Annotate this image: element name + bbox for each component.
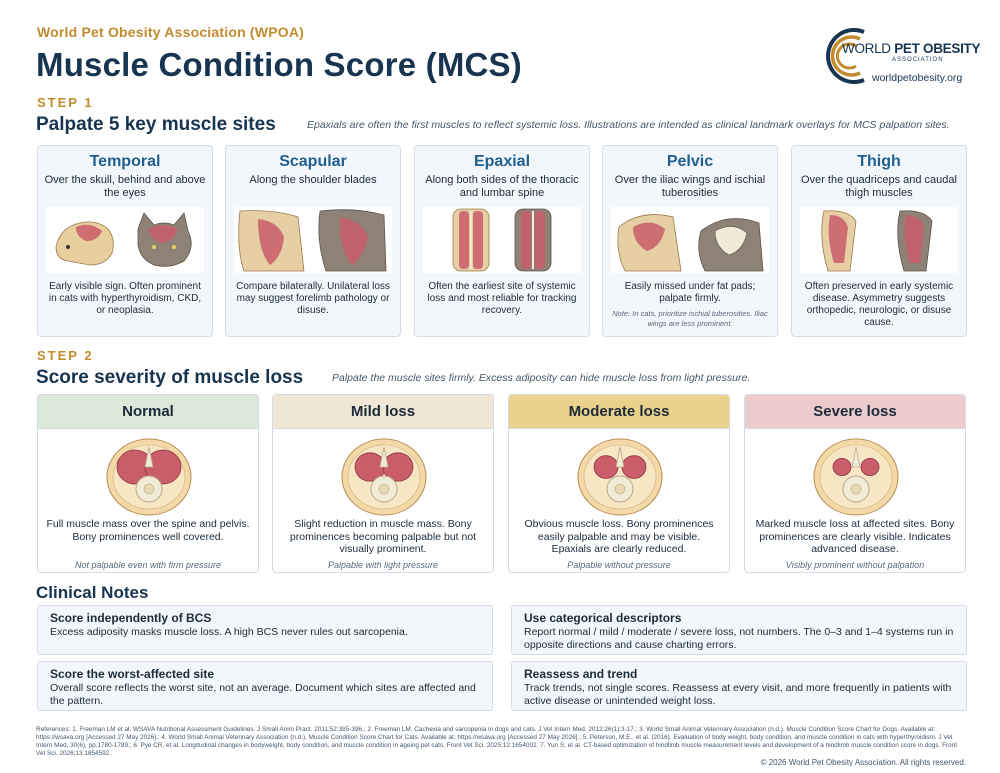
severity-description: Full muscle mass over the spine and pelv… (46, 518, 250, 543)
severity-card-normal: Normal Full muscle mass over the spine a… (37, 394, 259, 573)
site-footnote: Early visible sign. Often prominent in c… (48, 281, 202, 316)
site-name: Temporal (89, 153, 161, 170)
severity-header: Moderate loss (509, 395, 729, 429)
site-description: Over the iliac wings and ischial tuberos… (614, 174, 766, 199)
left-epaxial-muscle (832, 457, 852, 477)
severity-description: Obvious muscle loss. Bony prominences ea… (524, 518, 714, 555)
step-1-heading: Palpate 5 key muscle sites (36, 114, 276, 135)
right-epaxial-muscle (621, 455, 647, 479)
note-body: Report normal / mild / moderate / severe… (524, 626, 954, 651)
logo-url-link[interactable]: worldpetobesity.org (872, 72, 963, 84)
logo-wordmark: WORLD PET OBESITY (842, 41, 981, 56)
severity-header: Severe loss (745, 395, 965, 429)
site-small-note: Note: In cats, prioritize ischial tubero… (612, 309, 768, 328)
note-card: Use categorical descriptors Report norma… (511, 605, 967, 655)
site-footnote: Often the earliest site of systemic loss… (427, 281, 577, 316)
scapular-illustration-icon (234, 207, 392, 273)
site-footnote: Easily missed under fat pads; palpate fi… (624, 281, 756, 304)
step-1-label: STEP 1 (37, 95, 94, 110)
logo-rings-icon (826, 28, 865, 84)
site-name: Thigh (857, 153, 901, 170)
normal-cross-section-icon (106, 438, 192, 516)
spinous-process (851, 446, 861, 468)
severity-description: Marked muscle loss at affected sites. Bo… (755, 518, 955, 555)
left-epaxial-muscle (593, 455, 619, 479)
thigh-illustration-icon (800, 207, 958, 273)
organization-name: World Pet Obesity Association (WPOA) (37, 24, 305, 40)
references: References: 1. Freeman LM et al. WSAVA N… (36, 726, 958, 757)
note-heading: Reassess and trend (524, 667, 638, 681)
spinous-process (615, 446, 625, 468)
note-heading: Score independently of BCS (50, 611, 212, 625)
note-body: Overall score reflects the worst site, n… (50, 682, 476, 707)
note-body: Excess adiposity masks muscle loss. A hi… (50, 626, 408, 638)
severity-header: Normal (38, 395, 258, 429)
severe-cross-section-icon (813, 438, 899, 516)
site-card-temporal: Temporal Over the skull, behind and abov… (37, 145, 213, 337)
step-2-label: STEP 2 (37, 348, 94, 363)
logo-association: ASSOCIATION (892, 57, 944, 63)
site-description: Over the skull, behind and above the eye… (44, 174, 206, 199)
step-2-heading: Score severity of muscle loss (36, 367, 304, 388)
spinous-process (144, 446, 154, 468)
severity-description: Slight reduction in muscle mass. Bony pr… (289, 518, 477, 555)
site-card-scapular: Scapular Along the shoulder blades Compa… (225, 145, 401, 337)
step-1-note: Epaxials are often the first muscles to … (307, 119, 950, 131)
step-2-note: Palpate the muscle sites firmly. Excess … (332, 372, 751, 384)
page-title: Muscle Condition Score (MCS) (36, 46, 522, 83)
site-name: Pelvic (666, 153, 714, 170)
site-description: Over the quadriceps and caudal thigh mus… (801, 174, 957, 199)
severity-card-moderate: Moderate loss Obvious muscle loss. Bony … (508, 394, 730, 573)
spinal-canal (143, 483, 155, 495)
site-card-thigh: Thigh Over the quadriceps and caudal thi… (791, 145, 967, 337)
severity-palpation-note: Visibly prominent without palpation (785, 560, 925, 570)
severity-palpation-note: Not palpable even with firm pressure (74, 560, 222, 570)
site-description: Along both sides of the thoracic and lum… (425, 174, 579, 199)
spinous-process (379, 446, 389, 468)
severity-card-severe: Severe loss Marked muscle loss at affect… (744, 394, 966, 573)
severity-header: Mild loss (273, 395, 493, 429)
site-description: Along the shoulder blades (249, 174, 377, 186)
wpoa-logo[interactable]: WORLD PET OBESITY ASSOCIATION worldpetob… (820, 24, 980, 88)
site-name: Epaxial (473, 153, 531, 170)
spinal-canal (378, 483, 390, 495)
spinal-canal (850, 483, 862, 495)
pelvic-illustration-icon (611, 207, 769, 273)
note-heading: Use categorical descriptors (524, 611, 682, 625)
note-card: Score the worst-affected site Overall sc… (37, 661, 493, 711)
severity-palpation-note: Palpable without pressure (567, 560, 671, 570)
site-card-pelvic: Pelvic Over the iliac wings and ischial … (602, 145, 778, 337)
note-body: Track trends, not single scores. Reasses… (524, 682, 952, 707)
epaxial-illustration-icon (423, 207, 581, 273)
site-footnote: Often preserved in early systemic diseas… (804, 281, 954, 328)
site-footnote: Compare bilaterally. Unilateral loss may… (236, 281, 390, 316)
spinal-canal (614, 483, 626, 495)
severity-palpation-note: Palpable with light pressure (327, 560, 439, 570)
note-heading: Score the worst-affected site (50, 667, 215, 681)
clinical-notes-title: Clinical Notes (36, 583, 149, 602)
site-name: Scapular (279, 153, 347, 170)
note-card: Reassess and trend Track trends, not sin… (511, 661, 967, 711)
site-card-epaxial: Epaxial Along both sides of the thoracic… (414, 145, 590, 337)
moderate-cross-section-icon (577, 438, 663, 516)
copyright: © 2026 World Pet Obesity Association. Al… (760, 758, 966, 767)
right-epaxial-muscle (860, 457, 880, 477)
mild-cross-section-icon (341, 438, 427, 516)
severity-card-mild: Mild loss Slight reduction in muscle mas… (272, 394, 494, 573)
note-card: Score independently of BCS Excess adipos… (37, 605, 493, 655)
temporal-illustration-icon (46, 207, 204, 273)
